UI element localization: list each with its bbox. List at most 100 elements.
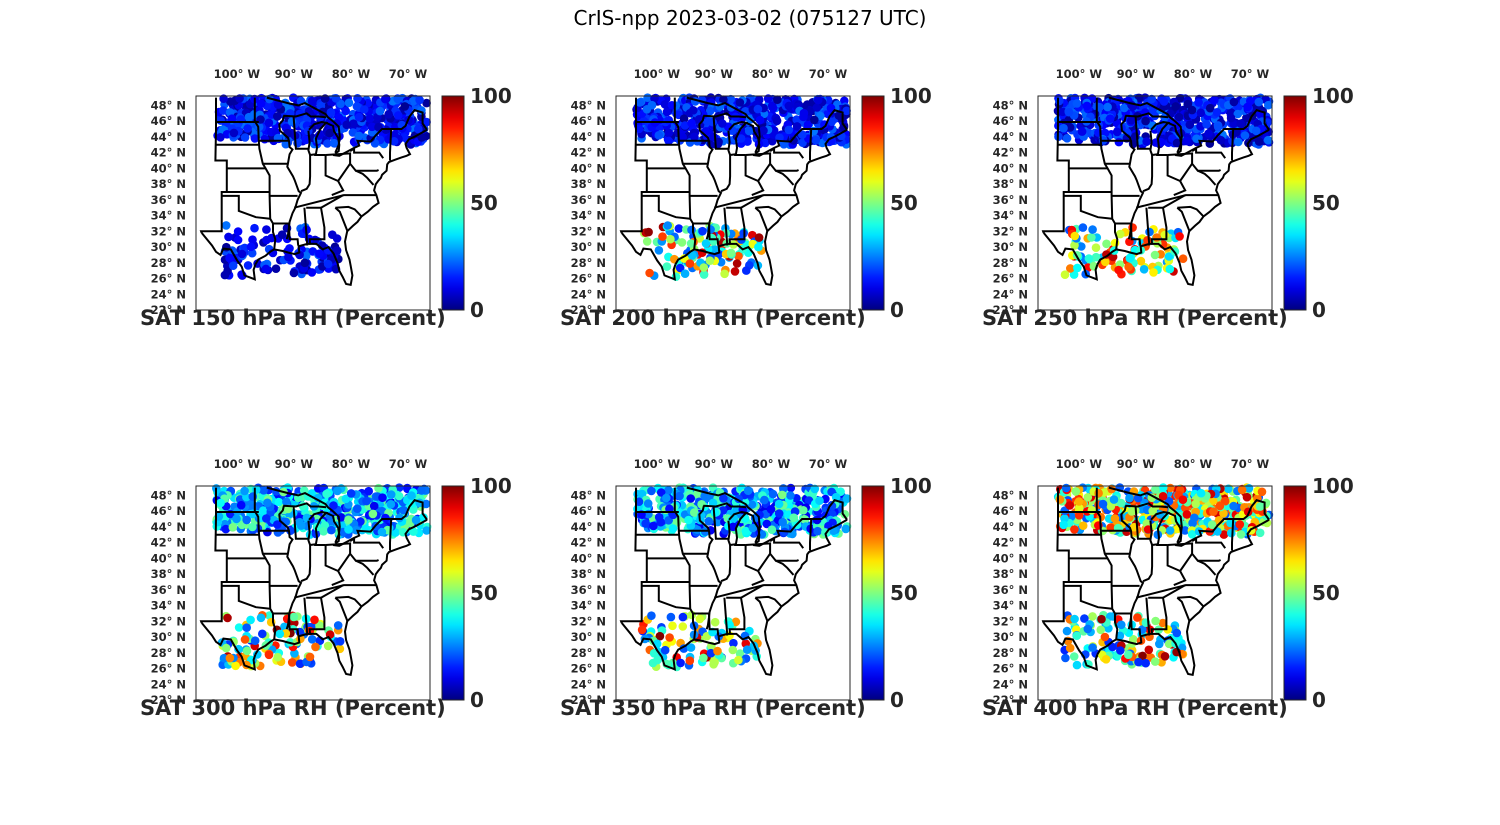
rh-point	[675, 263, 685, 273]
boundary-line	[1167, 511, 1183, 545]
rh-point	[301, 135, 311, 145]
rh-point	[394, 111, 403, 120]
rh-point	[384, 110, 393, 119]
rh-point	[658, 232, 667, 241]
rh-point	[259, 506, 268, 515]
rh-point	[305, 652, 315, 662]
lat-tick-label: 46° N	[571, 114, 606, 128]
rh-point	[774, 499, 784, 509]
lat-tick-label: 30° N	[993, 630, 1028, 644]
rh-point	[386, 500, 396, 509]
rh-point	[1082, 101, 1092, 111]
rh-point	[1213, 122, 1223, 132]
rh-point	[422, 98, 431, 108]
lat-tick-label: 26° N	[151, 662, 186, 676]
lat-tick-label: 48° N	[571, 488, 606, 502]
rh-point	[315, 621, 324, 630]
rh-point	[1065, 123, 1075, 132]
rh-point	[1255, 528, 1265, 538]
rh-point	[226, 97, 235, 106]
rh-point	[759, 126, 768, 135]
boundary-line	[674, 128, 848, 286]
rh-point	[1251, 126, 1261, 136]
lat-tick-label: 38° N	[151, 177, 186, 191]
rh-point	[686, 494, 695, 503]
lat-tick-label: 42° N	[993, 536, 1028, 550]
rh-point	[1178, 254, 1188, 263]
rh-point	[645, 268, 654, 278]
rh-point	[368, 509, 378, 519]
rh-point	[1171, 102, 1180, 111]
rh-point	[1150, 250, 1160, 260]
rh-point	[1097, 614, 1106, 624]
boundary-line	[300, 155, 312, 193]
rh-point	[666, 612, 676, 622]
rh-point	[656, 488, 666, 497]
rh-point	[660, 645, 670, 655]
rh-point	[811, 135, 821, 145]
lat-tick-label: 30° N	[151, 240, 186, 254]
lat-tick-label: 44° N	[151, 130, 186, 144]
rh-point	[1159, 97, 1169, 106]
lat-tick-label: 36° N	[993, 193, 1028, 207]
lon-tick-label: 90° W	[275, 457, 314, 471]
colorbar-tick-label: 0	[1312, 688, 1326, 712]
boundary-line	[769, 536, 805, 549]
lat-tick-label: 26° N	[993, 662, 1028, 676]
lat-tick-label: 36° N	[571, 583, 606, 597]
lat-tick-label: 38° N	[571, 177, 606, 191]
rh-point	[289, 612, 299, 622]
rh-point	[1226, 113, 1236, 123]
rh-point	[231, 661, 240, 671]
boundary-line	[283, 502, 327, 509]
rh-point	[679, 114, 689, 123]
boundary-line	[324, 545, 345, 587]
rh-point	[660, 100, 670, 109]
rh-point	[1208, 496, 1218, 505]
rh-point	[400, 102, 410, 111]
rh-point	[1077, 127, 1087, 136]
rh-point	[223, 613, 232, 623]
map-svg: 100° W 90° W 80° W 70° W 48° N 46° N 44° N 42° …	[571, 67, 932, 322]
rh-point	[411, 515, 421, 525]
boundary-line	[744, 545, 765, 587]
lon-tick-label: 100° W	[214, 67, 261, 81]
rh-point	[1202, 120, 1211, 129]
rh-point	[1209, 507, 1218, 516]
rh-point	[234, 623, 244, 632]
rh-point	[1061, 653, 1070, 663]
lat-tick-label: 34° N	[571, 209, 606, 223]
rh-point	[1151, 616, 1160, 626]
boundary-line	[744, 155, 765, 197]
rh-point	[1088, 643, 1097, 652]
rh-point	[786, 483, 796, 493]
rh-point	[685, 656, 695, 665]
boundary-line	[1166, 545, 1187, 587]
boundary-line	[620, 232, 677, 281]
boundary-line	[620, 622, 677, 671]
rh-point	[1236, 119, 1245, 128]
map-boundaries	[199, 486, 428, 676]
rh-point	[1060, 514, 1069, 523]
boundary-line	[745, 511, 761, 545]
rh-point	[743, 486, 753, 495]
rh-point	[240, 486, 249, 496]
rh-point	[259, 486, 268, 495]
rh-point	[1058, 107, 1067, 117]
rh-point	[1155, 639, 1164, 649]
lat-tick-label: 42° N	[571, 146, 606, 160]
boundary-line	[755, 205, 783, 218]
boundary-line	[1174, 499, 1270, 547]
boundary-line	[1162, 194, 1186, 209]
map-frame	[615, 485, 851, 701]
rh-point	[228, 261, 238, 270]
rh-point	[240, 635, 250, 644]
lat-tick-label: 28° N	[151, 256, 186, 270]
rh-point	[326, 108, 336, 117]
colorbar-tick-label: 100	[1312, 84, 1354, 108]
rh-point	[676, 658, 685, 668]
boundary-line	[332, 109, 428, 157]
map-boundaries	[1041, 96, 1270, 286]
rh-point	[1070, 614, 1079, 624]
rh-point	[1065, 501, 1075, 510]
